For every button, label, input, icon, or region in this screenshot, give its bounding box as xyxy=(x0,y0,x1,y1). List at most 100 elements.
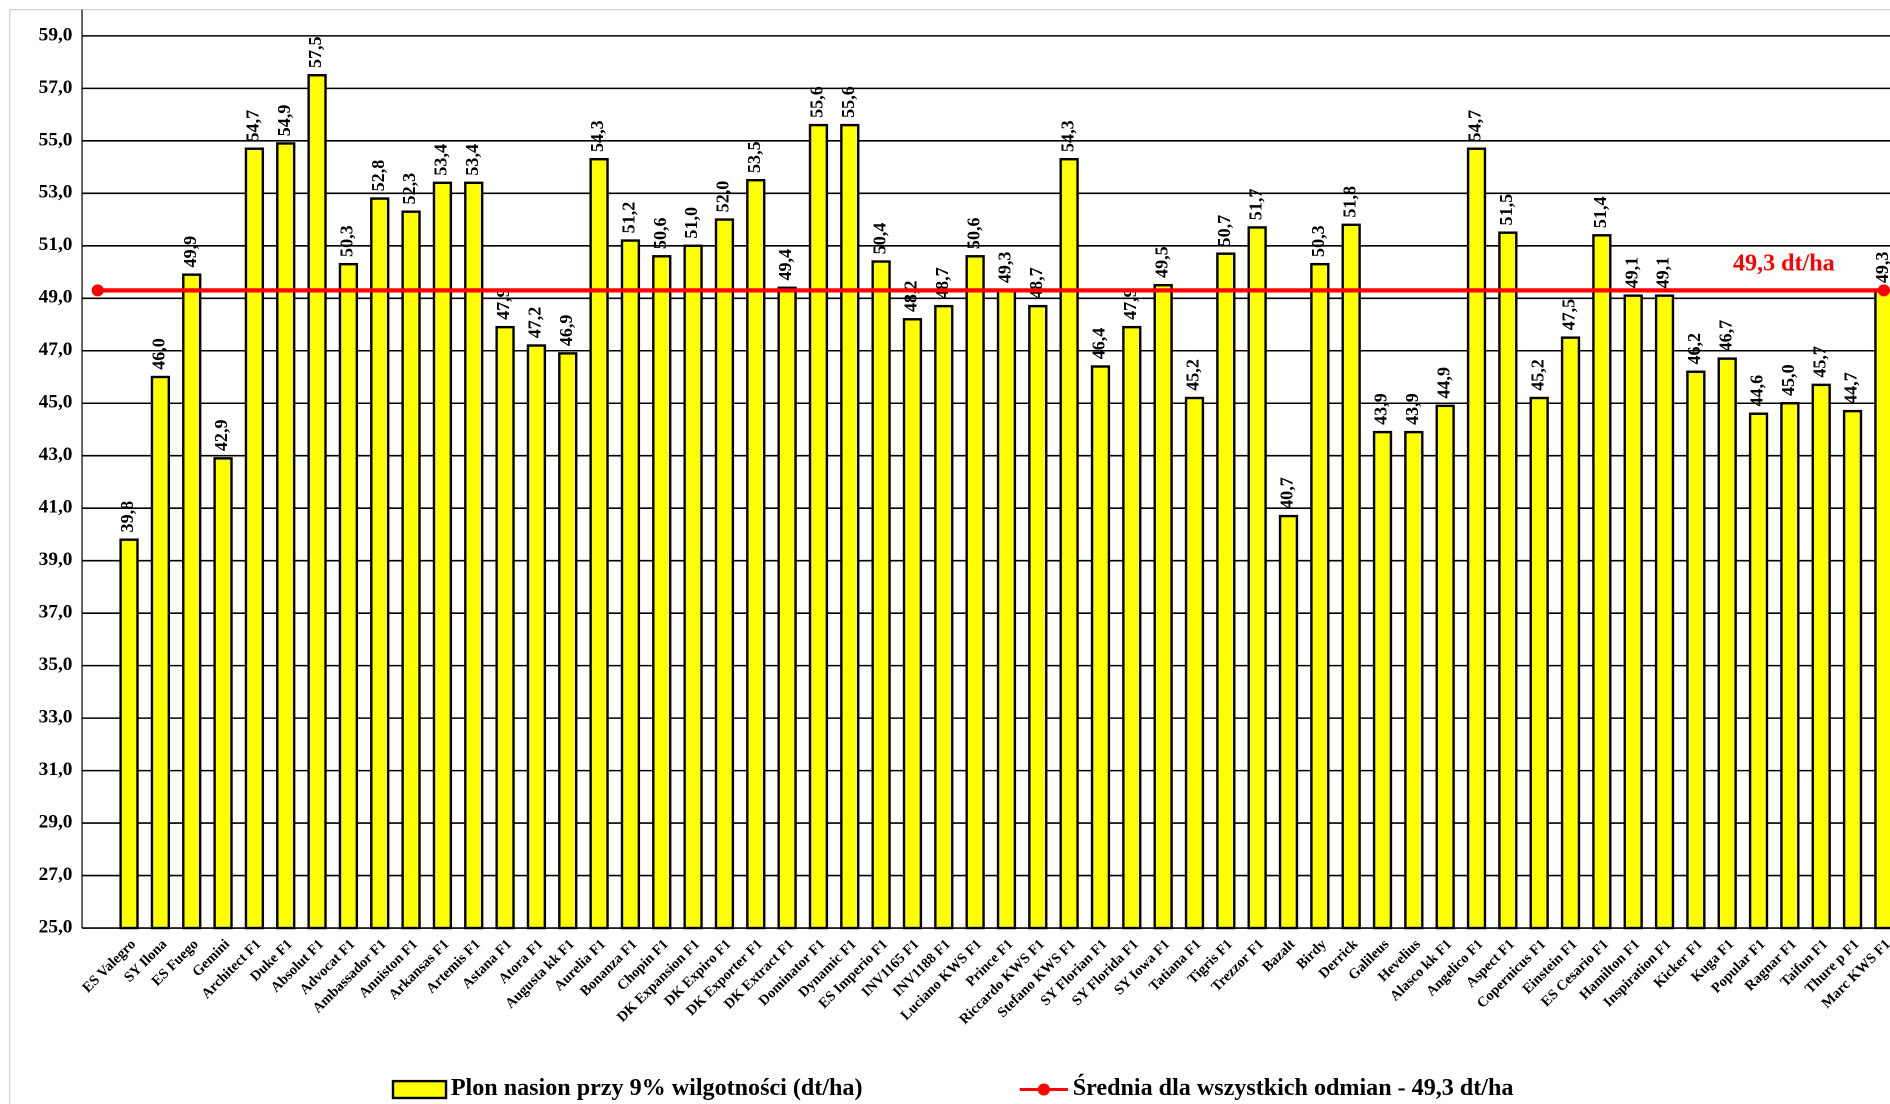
y-tick-label: 37,0 xyxy=(39,602,73,623)
data-label: 55,6 xyxy=(807,86,827,118)
bar xyxy=(401,210,421,930)
data-label: 52,3 xyxy=(399,173,419,205)
bar xyxy=(244,147,265,930)
data-label: 57,5 xyxy=(305,36,325,68)
data-label: 48,7 xyxy=(1026,267,1046,299)
bar xyxy=(746,178,766,930)
bar xyxy=(1529,396,1549,930)
y-tick-label: 49,0 xyxy=(39,287,73,308)
bar xyxy=(495,325,515,930)
bar xyxy=(965,255,985,930)
data-label: 48,2 xyxy=(901,280,921,312)
data-label: 54,7 xyxy=(243,110,263,142)
bar xyxy=(338,262,359,930)
data-label: 52,0 xyxy=(713,181,733,213)
y-tick-label: 25,0 xyxy=(39,916,73,937)
bar xyxy=(1028,304,1048,930)
bar xyxy=(276,142,296,930)
data-label: 46,9 xyxy=(556,315,576,347)
data-label: 45,7 xyxy=(1809,346,1829,378)
bar xyxy=(714,218,735,930)
bar xyxy=(1059,158,1079,930)
bar xyxy=(432,181,453,930)
bar xyxy=(150,375,171,930)
chart-frame xyxy=(9,9,1890,1104)
y-tick-label: 43,0 xyxy=(39,444,73,465)
data-label: 46,0 xyxy=(149,338,169,370)
data-label: 51,0 xyxy=(681,207,701,239)
bar xyxy=(1247,226,1267,930)
bar xyxy=(1654,294,1675,930)
data-label: 54,3 xyxy=(1057,120,1077,152)
bar xyxy=(808,123,829,930)
data-label: 51,4 xyxy=(1590,196,1610,228)
bar xyxy=(307,74,327,930)
y-tick-label: 39,0 xyxy=(39,549,73,570)
data-label: 54,3 xyxy=(587,120,607,152)
bar xyxy=(683,244,703,930)
bar xyxy=(1216,252,1236,930)
data-label: 44,9 xyxy=(1433,367,1453,399)
data-label: 44,6 xyxy=(1747,375,1767,407)
data-label: 49,4 xyxy=(775,249,795,281)
data-label: 49,9 xyxy=(180,236,200,268)
y-tick-label: 53,0 xyxy=(39,182,73,203)
data-label: 44,7 xyxy=(1841,372,1861,404)
bar xyxy=(1842,409,1863,930)
bar xyxy=(1748,412,1769,930)
bar xyxy=(652,255,672,930)
data-label: 49,5 xyxy=(1151,246,1171,278)
data-label: 45,2 xyxy=(1183,359,1203,391)
data-label: 53,4 xyxy=(431,144,451,176)
bar xyxy=(1404,430,1424,930)
y-tick-label: 33,0 xyxy=(39,707,73,728)
bar xyxy=(1686,370,1706,930)
bar xyxy=(1090,365,1111,930)
data-label: 50,7 xyxy=(1214,215,1234,247)
bar xyxy=(1278,514,1299,930)
legend-marker xyxy=(1037,1083,1050,1096)
mean-marker xyxy=(1877,284,1890,297)
data-label: 50,3 xyxy=(1308,225,1328,257)
data-label: 49,3 xyxy=(995,252,1015,284)
data-label: 39,8 xyxy=(117,501,137,533)
bar xyxy=(1184,396,1205,930)
bar xyxy=(213,457,233,930)
data-label: 47,9 xyxy=(1120,288,1140,320)
bar xyxy=(1341,223,1361,930)
y-tick-label: 55,0 xyxy=(39,129,73,150)
data-label: 50,6 xyxy=(963,217,983,249)
bar xyxy=(1372,430,1393,930)
data-label: 46,4 xyxy=(1089,328,1109,360)
mean-marker xyxy=(91,284,104,297)
bar xyxy=(1122,325,1142,930)
data-label: 50,3 xyxy=(337,225,357,257)
data-label: 46,2 xyxy=(1684,333,1704,365)
data-label: 49,1 xyxy=(1653,257,1673,289)
legend-label: Średnia dla wszystkich odmian - 49,3 dt/… xyxy=(1073,1074,1514,1101)
data-label: 47,5 xyxy=(1559,299,1579,331)
data-label: 54,7 xyxy=(1465,110,1485,142)
bar xyxy=(1717,357,1737,930)
data-label: 51,5 xyxy=(1496,194,1516,226)
x-tick-label: Bazalt xyxy=(1259,936,1298,975)
data-label: 51,2 xyxy=(619,202,639,234)
data-label: 48,7 xyxy=(932,267,952,299)
bar xyxy=(1310,262,1330,930)
bar xyxy=(902,318,923,930)
bar xyxy=(558,352,578,930)
bar xyxy=(777,286,797,930)
bar xyxy=(1435,404,1455,930)
y-tick-label: 57,0 xyxy=(39,77,73,98)
data-label: 50,4 xyxy=(869,223,889,255)
data-label: 51,7 xyxy=(1245,189,1265,221)
data-label: 40,7 xyxy=(1277,477,1297,509)
bar xyxy=(1560,336,1581,930)
bar xyxy=(1874,289,1890,930)
data-label: 49,3 xyxy=(1872,252,1890,284)
data-label: 49,1 xyxy=(1621,257,1641,289)
y-tick-label: 31,0 xyxy=(39,759,73,780)
data-label: 50,6 xyxy=(650,217,670,249)
bar xyxy=(934,304,954,930)
